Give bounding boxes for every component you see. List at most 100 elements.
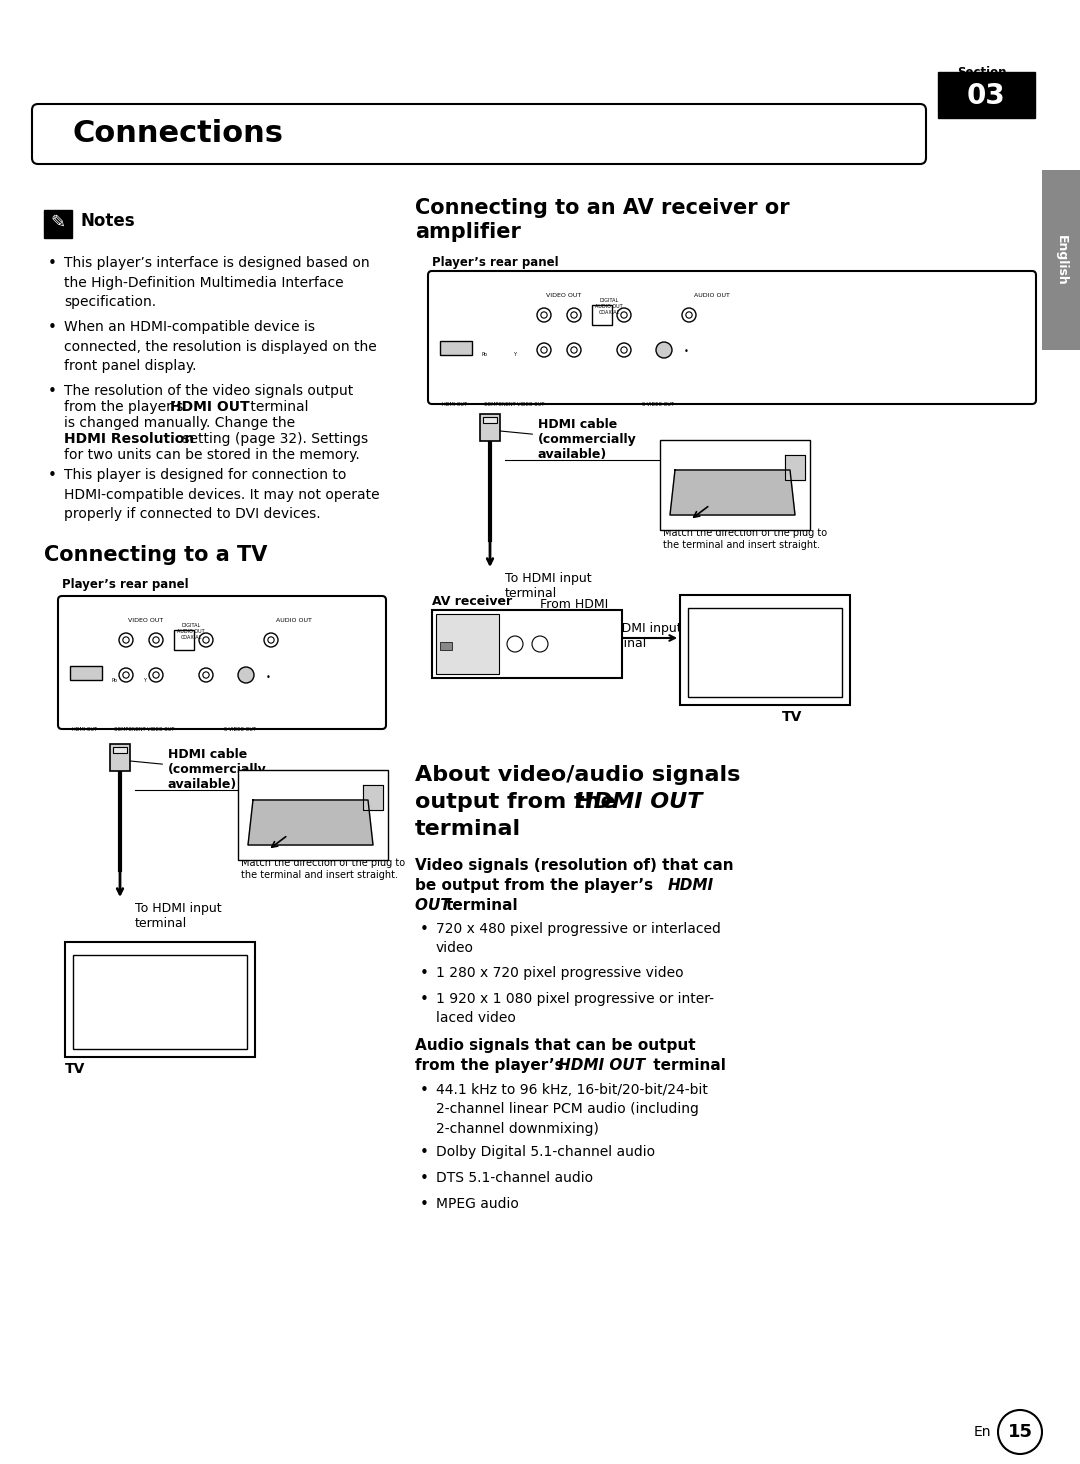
- Text: COMPONENT VIDEO OUT: COMPONENT VIDEO OUT: [114, 728, 174, 732]
- Bar: [174, 630, 194, 650]
- Text: amplifier: amplifier: [415, 223, 521, 242]
- Text: terminal: terminal: [415, 818, 522, 839]
- Text: Connections: Connections: [72, 119, 283, 148]
- Text: AUDIO OUT: AUDIO OUT: [276, 618, 312, 624]
- Text: terminal: terminal: [246, 400, 309, 414]
- Bar: [660, 441, 810, 530]
- Text: •: •: [48, 384, 56, 400]
- Bar: [592, 305, 612, 325]
- Text: 720 x 480 pixel progressive or interlaced
video: 720 x 480 pixel progressive or interlace…: [436, 922, 720, 956]
- Text: AV receiver
or amplifier: AV receiver or amplifier: [432, 594, 514, 624]
- Text: Match the direction of the plug to
the terminal and insert straight.: Match the direction of the plug to the t…: [663, 529, 827, 549]
- FancyBboxPatch shape: [32, 104, 926, 164]
- Text: output from the: output from the: [415, 792, 623, 813]
- Bar: [939, 72, 1035, 119]
- Text: This player is designed for connection to
HDMI-compatible devices. It may not op: This player is designed for connection t…: [64, 468, 380, 521]
- Circle shape: [199, 632, 213, 647]
- Circle shape: [998, 1410, 1042, 1454]
- Text: from the player’s: from the player’s: [64, 400, 188, 414]
- Circle shape: [617, 343, 631, 357]
- Bar: [483, 417, 497, 423]
- Text: 44.1 kHz to 96 kHz, 16-bit/20-bit/24-bit
2-channel linear PCM audio (including
2: 44.1 kHz to 96 kHz, 16-bit/20-bit/24-bit…: [436, 1083, 707, 1136]
- Text: for two units can be stored in the memory.: for two units can be stored in the memor…: [64, 448, 360, 463]
- Text: En: En: [973, 1424, 990, 1439]
- Text: This player’s interface is designed based on
the High-Definition Multimedia Inte: This player’s interface is designed base…: [64, 256, 369, 309]
- Bar: [436, 613, 499, 673]
- Bar: [432, 610, 622, 678]
- Text: •: •: [419, 1145, 429, 1159]
- Text: is changed manually. Change the: is changed manually. Change the: [64, 416, 295, 430]
- Text: S-VIDEO OUT: S-VIDEO OUT: [224, 728, 256, 732]
- Text: From HDMI
output
terminal: From HDMI output terminal: [540, 597, 608, 641]
- Bar: [70, 666, 102, 679]
- FancyBboxPatch shape: [110, 744, 130, 772]
- Circle shape: [264, 632, 278, 647]
- Bar: [73, 955, 247, 1050]
- Circle shape: [149, 668, 163, 682]
- Text: •: •: [48, 256, 56, 271]
- Text: •: •: [419, 922, 429, 937]
- Circle shape: [153, 672, 159, 678]
- Text: COMPONENT VIDEO OUT: COMPONENT VIDEO OUT: [484, 403, 544, 407]
- Text: •: •: [419, 1083, 429, 1098]
- Circle shape: [153, 637, 159, 643]
- Text: Connecting to an AV receiver or: Connecting to an AV receiver or: [415, 198, 789, 218]
- Circle shape: [541, 347, 548, 353]
- Circle shape: [119, 632, 133, 647]
- Circle shape: [656, 343, 672, 359]
- Text: Audio signals that can be output: Audio signals that can be output: [415, 1038, 696, 1053]
- FancyBboxPatch shape: [428, 271, 1036, 404]
- Bar: [238, 770, 388, 859]
- Text: Section: Section: [957, 66, 1007, 79]
- Bar: [440, 643, 453, 650]
- Text: To HDMI input
terminal: To HDMI input terminal: [505, 572, 592, 600]
- Text: HDMI OUT: HDMI OUT: [442, 403, 467, 407]
- Text: DTS 5.1-channel audio: DTS 5.1-channel audio: [436, 1171, 593, 1184]
- Circle shape: [119, 668, 133, 682]
- Bar: [113, 747, 127, 752]
- Circle shape: [686, 312, 692, 318]
- Circle shape: [149, 632, 163, 647]
- Text: HDMI OUT: HDMI OUT: [558, 1058, 645, 1073]
- Text: 03: 03: [967, 82, 1005, 110]
- Text: Y: Y: [513, 353, 516, 357]
- Bar: [440, 341, 472, 354]
- Text: Y: Y: [144, 678, 147, 682]
- Text: Player’s rear panel: Player’s rear panel: [432, 256, 558, 269]
- Bar: [688, 608, 842, 697]
- Text: HDMI OUT: HDMI OUT: [575, 792, 702, 813]
- Text: Notes: Notes: [80, 212, 135, 230]
- Circle shape: [203, 637, 210, 643]
- Text: Video signals (resolution of) that can: Video signals (resolution of) that can: [415, 858, 733, 873]
- Circle shape: [203, 672, 210, 678]
- Text: Dolby Digital 5.1-channel audio: Dolby Digital 5.1-channel audio: [436, 1145, 656, 1159]
- Text: TV: TV: [65, 1061, 85, 1076]
- Text: To HDMI input
terminal: To HDMI input terminal: [595, 622, 681, 650]
- Circle shape: [199, 668, 213, 682]
- Text: When an HDMI-compatible device is
connected, the resolution is displayed on the
: When an HDMI-compatible device is connec…: [64, 321, 377, 373]
- Text: terminal: terminal: [648, 1058, 726, 1073]
- Text: •: •: [419, 1171, 429, 1186]
- Circle shape: [567, 343, 581, 357]
- Circle shape: [123, 672, 130, 678]
- Text: Match the direction of the plug to
the terminal and insert straight.: Match the direction of the plug to the t…: [241, 858, 405, 880]
- Text: from the player’s: from the player’s: [415, 1058, 569, 1073]
- Circle shape: [571, 312, 577, 318]
- Polygon shape: [785, 455, 805, 480]
- Text: VIDEO OUT: VIDEO OUT: [129, 618, 164, 624]
- Text: HDMI Resolution: HDMI Resolution: [64, 432, 194, 447]
- Text: be output from the player’s: be output from the player’s: [415, 878, 659, 893]
- FancyBboxPatch shape: [480, 414, 500, 441]
- Circle shape: [621, 312, 627, 318]
- Bar: [1042, 170, 1080, 350]
- Polygon shape: [670, 470, 795, 515]
- Text: •: •: [684, 347, 688, 357]
- Text: VIDEO OUT: VIDEO OUT: [546, 293, 582, 299]
- Text: OUT: OUT: [415, 897, 456, 914]
- Bar: [65, 941, 255, 1057]
- Text: setting (page 32). Settings: setting (page 32). Settings: [178, 432, 368, 447]
- Text: Pb: Pb: [112, 678, 118, 682]
- Circle shape: [681, 307, 696, 322]
- Text: HDMI OUT: HDMI OUT: [72, 728, 97, 732]
- Text: HDMI OUT: HDMI OUT: [170, 400, 249, 414]
